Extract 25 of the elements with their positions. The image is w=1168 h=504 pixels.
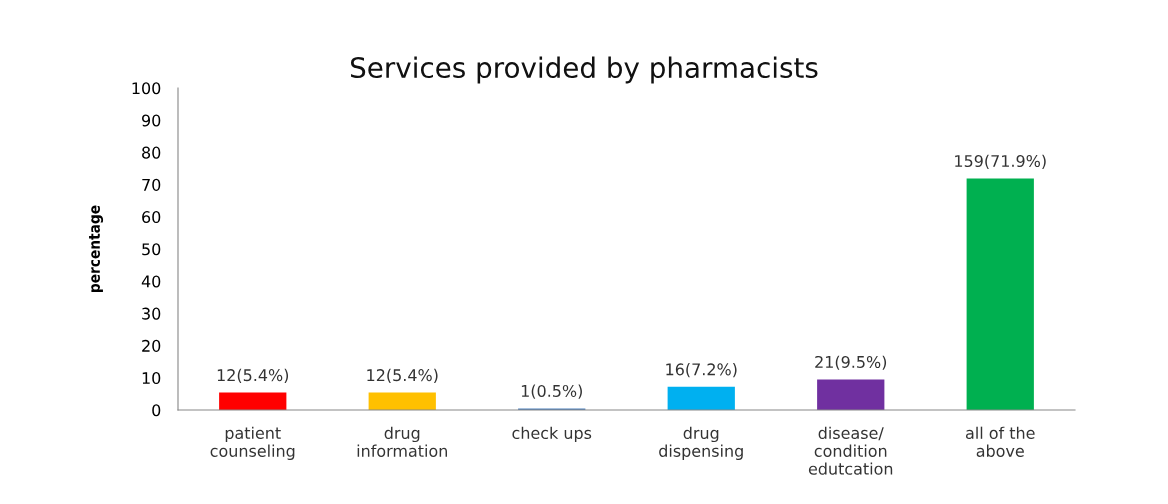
- data-label: 12(5.4%): [367, 368, 438, 384]
- y-tick-label: 0: [152, 404, 161, 417]
- x-tick-label: drug dispensing: [659, 426, 743, 461]
- y-tick-label: 40: [141, 275, 161, 288]
- data-label: 21(9.5%): [815, 355, 887, 370]
- x-tick-label: drug information: [357, 426, 447, 457]
- chart-title: Services provided by pharmacists: [350, 56, 818, 84]
- data-label: 1(0.5%): [521, 384, 582, 399]
- x-tick-label: disease/ condition edutcation: [808, 426, 893, 475]
- x-tick-label: check ups: [512, 426, 592, 443]
- y-tick-label: 20: [142, 339, 161, 352]
- x-tick-label: all of the above: [966, 426, 1035, 457]
- y-tick-label: 10: [142, 372, 161, 385]
- data-label: 12(5.4%): [217, 368, 289, 384]
- data-label: 159(71.9%): [955, 154, 1046, 169]
- y-tick-label: 90: [142, 114, 161, 127]
- y-tick-label: 60: [142, 211, 161, 224]
- y-tick-label: 70: [142, 178, 161, 191]
- y-tick-label: 80: [142, 146, 161, 159]
- y-tick-label: 100: [132, 82, 161, 95]
- y-tick-label: 50: [142, 243, 161, 256]
- y-tick-label: 30: [142, 307, 161, 320]
- x-tick-label: patient counseling: [210, 426, 295, 461]
- data-label: 16(7.2%): [666, 363, 737, 378]
- y-axis-title: percentage: [89, 205, 104, 292]
